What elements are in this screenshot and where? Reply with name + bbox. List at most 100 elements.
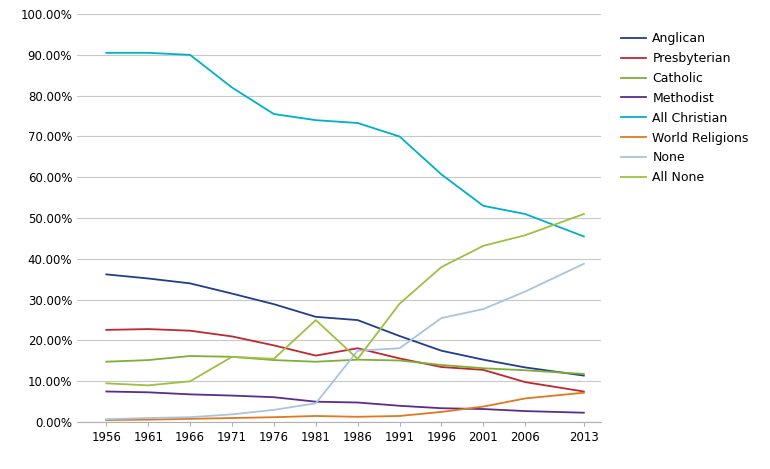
Line: Methodist: Methodist	[106, 392, 584, 413]
None	[143, 415, 152, 421]
World Religions	[227, 415, 236, 421]
Presbyterian	[270, 342, 279, 348]
All None	[437, 264, 446, 270]
Methodist	[186, 392, 195, 397]
All None	[521, 233, 530, 238]
All Christian	[437, 172, 446, 177]
Catholic	[143, 357, 152, 363]
None	[311, 401, 320, 406]
Catholic	[186, 353, 195, 359]
Presbyterian	[521, 379, 530, 385]
Legend: Anglican, Presbyterian, Catholic, Methodist, All Christian, World Religions, Non: Anglican, Presbyterian, Catholic, Method…	[618, 29, 752, 188]
All None	[353, 356, 362, 362]
Methodist	[143, 389, 152, 395]
Presbyterian	[143, 326, 152, 332]
Presbyterian	[395, 356, 404, 361]
All Christian	[395, 134, 404, 139]
Line: All None: All None	[106, 214, 584, 386]
Methodist	[227, 393, 236, 398]
All Christian	[270, 111, 279, 117]
Line: World Religions: World Religions	[106, 393, 584, 420]
Methodist	[521, 408, 530, 414]
All Christian	[186, 52, 195, 58]
Methodist	[353, 400, 362, 405]
None	[521, 289, 530, 295]
All None	[227, 354, 236, 360]
Presbyterian	[186, 328, 195, 333]
Catholic	[270, 357, 279, 363]
World Religions	[579, 390, 588, 395]
None	[579, 261, 588, 266]
World Religions	[270, 415, 279, 420]
World Religions	[353, 414, 362, 420]
Anglican	[227, 291, 236, 296]
All Christian	[521, 211, 530, 217]
All Christian	[143, 50, 152, 56]
All None	[102, 380, 111, 386]
Anglican	[395, 333, 404, 339]
Methodist	[437, 405, 446, 411]
Presbyterian	[579, 389, 588, 394]
Catholic	[579, 371, 588, 377]
None	[186, 415, 195, 420]
World Religions	[102, 417, 111, 423]
All None	[479, 243, 488, 249]
Line: Catholic: Catholic	[106, 356, 584, 374]
All Christian	[579, 234, 588, 239]
All Christian	[311, 117, 320, 123]
All Christian	[353, 120, 362, 126]
Presbyterian	[311, 353, 320, 358]
Presbyterian	[479, 367, 488, 373]
Methodist	[579, 410, 588, 416]
Line: Anglican: Anglican	[106, 274, 584, 376]
World Religions	[521, 396, 530, 401]
World Religions	[186, 416, 195, 422]
None	[479, 306, 488, 312]
World Religions	[311, 413, 320, 419]
Line: Presbyterian: Presbyterian	[106, 329, 584, 392]
All Christian	[479, 203, 488, 209]
All None	[579, 211, 588, 217]
Line: All Christian: All Christian	[106, 53, 584, 236]
Presbyterian	[102, 327, 111, 333]
World Religions	[143, 417, 152, 423]
Anglican	[521, 364, 530, 370]
Catholic	[353, 357, 362, 363]
Line: None: None	[106, 264, 584, 419]
Methodist	[395, 403, 404, 408]
None	[353, 348, 362, 354]
Catholic	[311, 359, 320, 364]
None	[395, 346, 404, 351]
Catholic	[521, 368, 530, 373]
Presbyterian	[227, 333, 236, 339]
Anglican	[479, 357, 488, 363]
All Christian	[102, 50, 111, 56]
All None	[311, 317, 320, 323]
None	[227, 411, 236, 417]
Catholic	[395, 358, 404, 363]
Anglican	[579, 373, 588, 378]
Anglican	[143, 276, 152, 281]
Anglican	[186, 280, 195, 286]
Methodist	[270, 394, 279, 400]
All None	[270, 356, 279, 362]
All None	[395, 301, 404, 307]
None	[270, 407, 279, 413]
Methodist	[311, 399, 320, 404]
Anglican	[353, 317, 362, 323]
Catholic	[227, 354, 236, 360]
All Christian	[227, 85, 236, 91]
World Religions	[479, 404, 488, 409]
Anglican	[270, 302, 279, 307]
Catholic	[437, 362, 446, 368]
Catholic	[102, 359, 111, 364]
World Religions	[437, 409, 446, 415]
World Religions	[395, 413, 404, 419]
Catholic	[479, 365, 488, 371]
All None	[186, 378, 195, 384]
Anglican	[102, 272, 111, 277]
All None	[143, 383, 152, 388]
Methodist	[479, 406, 488, 412]
None	[437, 315, 446, 321]
None	[102, 416, 111, 422]
